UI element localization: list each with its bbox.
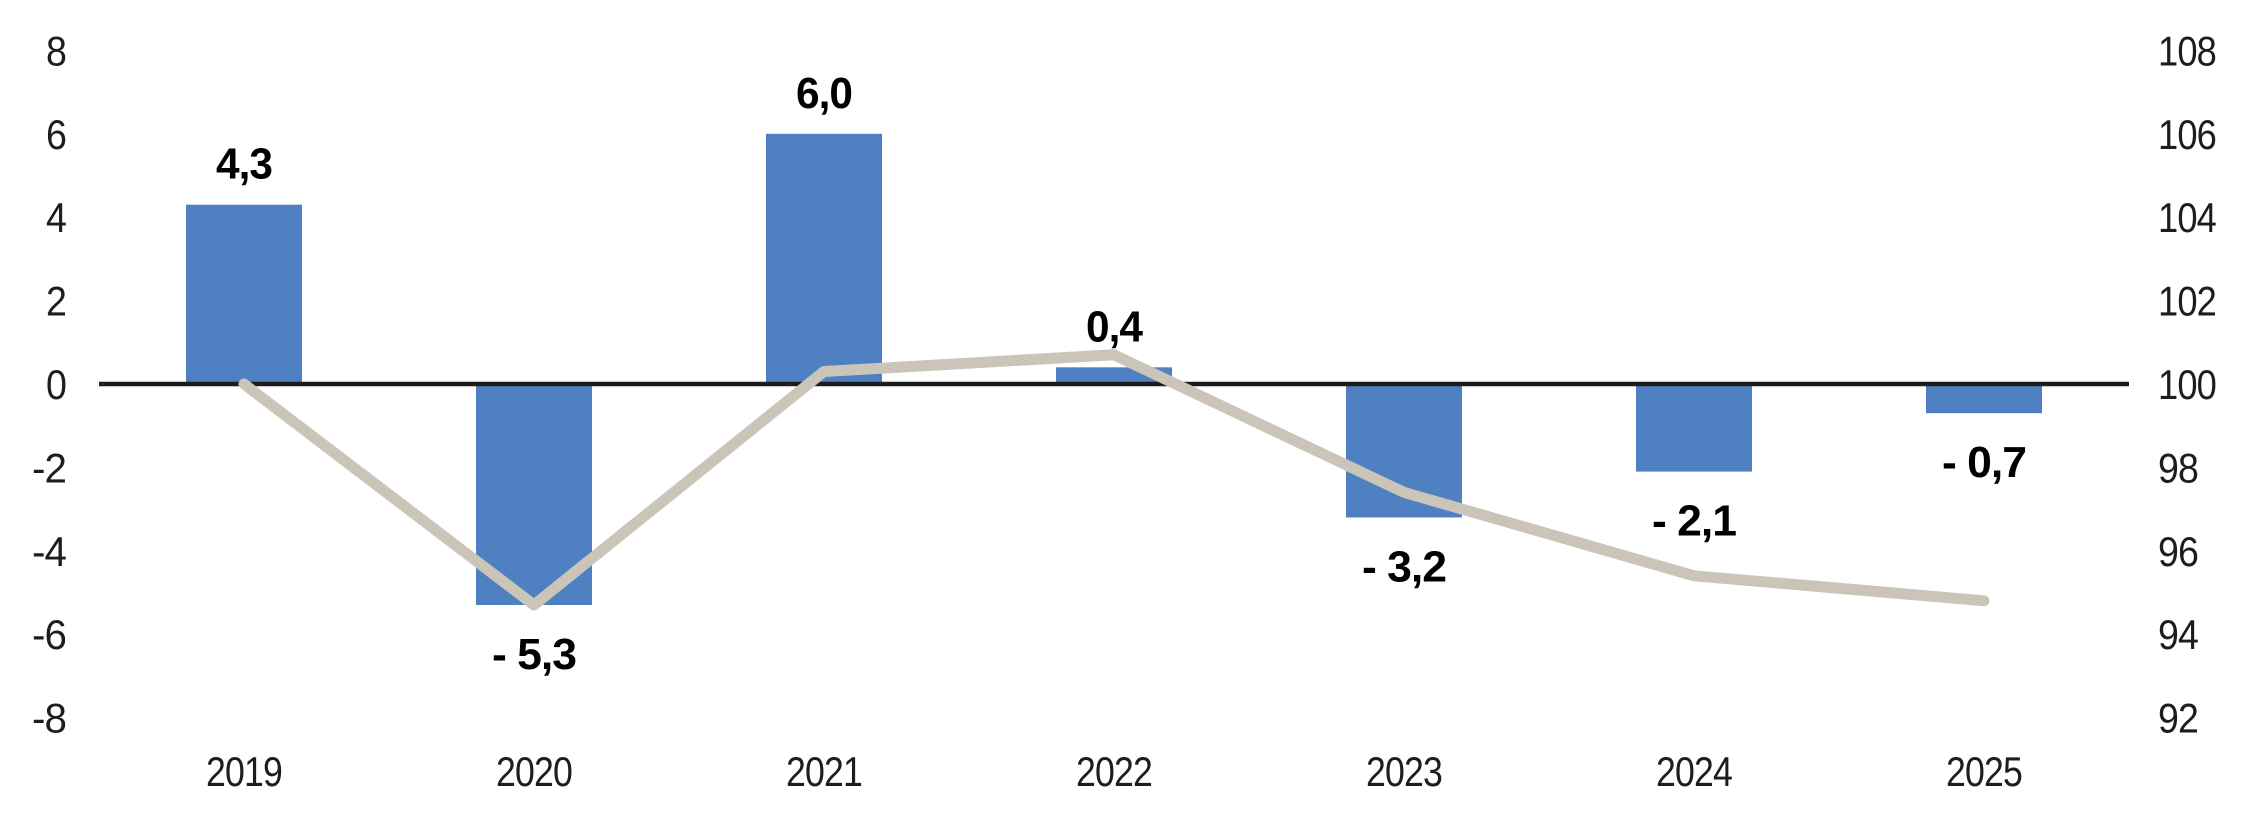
left-axis-tick-4: 4 [46,194,67,241]
left-axis-tick-8: 8 [46,27,66,74]
x-axis-label-2025: 2025 [1946,748,2022,795]
left-axis-tick--8: -8 [32,695,66,742]
bar-2021 [766,133,882,384]
right-axis-tick-92: 92 [2158,695,2198,742]
bar-2019 [186,204,302,384]
bar-value-label-2022: 0,4 [1086,302,1143,351]
right-axis-tick-108: 108 [2158,27,2216,74]
right-axis-tick-98: 98 [2158,444,2198,491]
x-axis-label-2023: 2023 [1366,748,1442,795]
bar-value-label-2023: - 3,2 [1362,542,1446,591]
right-axis-tick-102: 102 [2158,278,2216,325]
bar-value-label-2021: 6,0 [796,69,852,118]
x-axis-label-2020: 2020 [496,748,572,795]
bar-2025 [1926,384,2042,414]
right-axis-tick-106: 106 [2158,111,2216,158]
left-axis-tick-0: 0 [46,361,66,408]
index-line-series [238,349,1990,611]
x-axis-label-2024: 2024 [1656,748,1733,795]
left-axis-tick--2: -2 [32,444,66,491]
left-axis-tick-2: 2 [46,278,66,325]
bar-value-label-2025: - 0,7 [1942,438,2026,487]
x-axis-label-2021: 2021 [786,748,862,795]
bar-value-label-2019: 4,3 [216,140,272,189]
x-axis-label-2019: 2019 [206,748,282,795]
right-axis-tick-94: 94 [2158,611,2199,658]
left-axis-tick--6: -6 [32,611,66,658]
left-axis-tick--4: -4 [32,528,67,575]
right-axis-tick-100: 100 [2158,361,2216,408]
bar-value-label-2020: - 5,3 [492,630,576,679]
x-axis-label-2022: 2022 [1076,748,1152,795]
right-axis-tick-104: 104 [2158,194,2217,241]
right-axis-tick-96: 96 [2158,528,2198,575]
left-axis-tick-6: 6 [46,111,66,158]
bar-value-label-2024: - 2,1 [1652,497,1737,546]
bar-2024 [1636,384,1752,472]
